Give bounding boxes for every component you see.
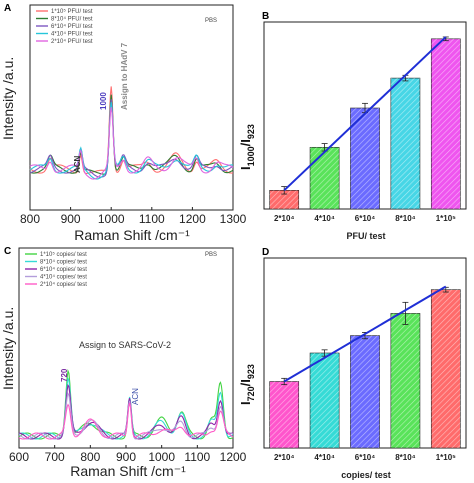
panel-a-series-line [29,107,234,180]
panel-a-legend-entry: 8*10⁴ PFU/ test [51,16,93,23]
panel-b-category-label: 4*10⁴ [314,214,334,223]
panel-c-x-axis-label: Raman Shift /cm⁻¹ [70,463,186,479]
panel-d-y-i1: I [238,401,253,405]
panel-c-x-tick-label: 900 [116,450,136,464]
panel-b-bar-hatch [431,38,461,209]
panel-b-bar-hatch [350,108,380,209]
panel-d-category-label: 6*10⁴ [355,453,375,462]
panel-a-legend-entry: 6*10⁴ PFU/ test [51,23,93,30]
panel-c-y-axis-label: Intensity /a.u. [0,307,16,390]
panel-a-x-tick-label: 900 [61,212,81,226]
panel-d-bar-hatch [431,289,461,448]
panel-a-legend-entry: 1*10⁵ PFU/ test [51,8,93,15]
panel-c-legend-entry: 2*10⁴ copies/ test [40,281,87,288]
panel-a-legend-title: PBS [205,18,217,24]
panel-a-acn-annotation: ACN [73,155,82,173]
panel-d-category-label: 8*10⁴ [395,453,415,462]
panel-b-category-label: 6*10⁴ [355,214,375,223]
panel-b-bar-hatch [390,78,420,209]
panel-d-x-axis-label: copies/ test [341,470,391,480]
panel-a-spectra: Intensity /a.u. Raman Shift /cm⁻¹ PBS 80… [0,4,247,243]
panel-b-bar-hatch [310,147,340,209]
panel-d-fit-line [283,285,447,383]
panel-a-x-tick-label: 1100 [139,212,165,226]
panel-d-y-slash: /I [238,379,253,386]
panel-b-y-slash: /I [238,139,253,146]
panel-c-x-tick-label: 800 [80,450,100,464]
panel-a-y-axis-label: Intensity /a.u. [0,57,16,140]
panel-b-fit-line [283,36,447,192]
panel-b-category-label: 8*10⁴ [395,214,415,223]
panel-a-x-tick-label: 1000 [98,212,125,226]
panel-d-y-axis-label: I720/I923 [238,364,256,405]
panel-c-legend-entry: 8*10⁴ copies/ test [40,259,87,266]
panel-c-x-tick-label: 1200 [220,450,247,464]
panel-c-x-tick-label: 700 [45,450,65,464]
panel-c-legend-title: PBS [205,252,217,258]
panel-label-c: C [4,246,11,257]
panel-c-legend-entry: 4*10⁴ copies/ test [40,274,87,281]
panel-c-legend-entry: 6*10⁴ copies/ test [40,266,87,273]
panel-a-assign-annotation: Assign to HAdV 7 [120,42,129,110]
panel-a-x-tick-label: 1300 [220,212,247,226]
panel-c-x-tick-label: 600 [9,450,29,464]
panel-c-series-line [18,402,234,440]
panel-a-legend-entry: 4*10⁴ PFU/ test [51,31,93,38]
panel-a-x-axis-label: Raman Shift /cm⁻¹ [74,227,190,243]
panel-a-series-line [29,102,233,180]
panel-d-category-label: 1*10⁵ [436,453,456,462]
panel-c-legend-entry: 1*10⁵ copies/ test [40,251,87,258]
panel-a-1000-annotation: 1000 [99,92,108,110]
panel-d-y-sub1: 720 [246,386,256,401]
panel-b-y-sub1: 1000 [246,146,256,166]
panel-d-y-sub2: 923 [246,364,256,379]
panel-a-x-tick-label: 1200 [179,212,206,226]
panel-label-b: B [262,11,269,22]
panel-d-bar-hatch [390,313,420,448]
panel-a-plot-area [29,4,234,211]
panel-c-x-tick-label: 1100 [184,450,210,464]
panel-c-720-annotation: 720 [60,368,69,382]
panel-b-y-axis-label: I1000/I923 [238,124,256,170]
panel-b-x-axis-label: PFU/ test [346,231,385,241]
panel-b-y-i1: I [238,166,253,170]
panel-d-category-label: 4*10⁴ [314,453,334,462]
panel-b-y-sub2: 923 [246,124,256,139]
panel-b-category-label: 2*10⁴ [274,214,294,223]
panel-a-legend-entry: 2*10⁴ PFU/ test [51,38,93,45]
panel-d-bar-hatch [269,381,299,448]
panel-label-a: A [4,3,11,14]
panel-d-bar-chart: I720/I923 copies/ test 2*10⁴ 4*10⁴ 6*10⁴ 8*… [238,257,467,480]
panel-c-spectra: Intensity /a.u. Raman Shift /cm⁻¹ PBS 60… [0,247,247,479]
panel-d-bar-hatch [350,335,380,448]
panel-c-assign-annotation: Assign to SARS-CoV-2 [79,340,171,350]
panel-b-bar-hatch [269,190,299,209]
panel-d-bar-hatch [310,353,340,448]
panel-c-x-tick-label: 1000 [148,450,175,464]
panel-b-category-label: 1*10⁵ [436,214,456,223]
panel-b-bar-chart: I1000/I923 PFU/ test 2*10⁴ 4*10⁴ 6*10⁴ 8*10… [238,21,467,241]
panel-d-category-label: 2*10⁴ [274,453,294,462]
panel-label-d: D [262,247,269,258]
panel-a-x-tick-label: 800 [20,212,40,226]
panel-c-acn-annotation: ACN [131,388,140,405]
